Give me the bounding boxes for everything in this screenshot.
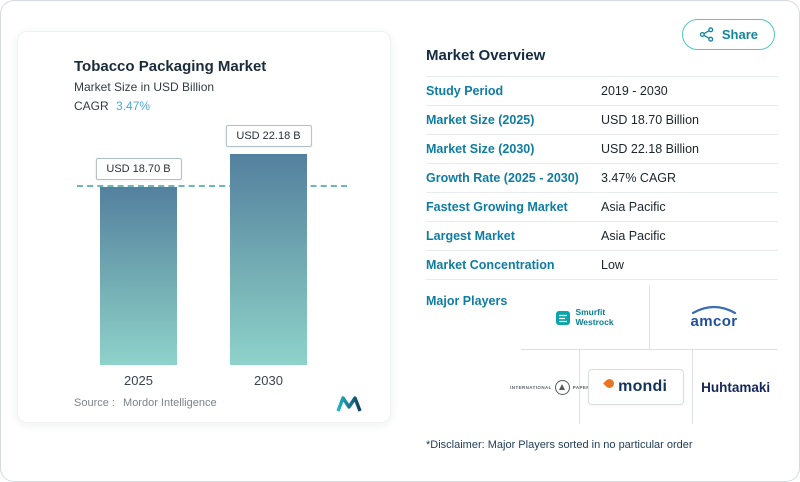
overview-row-value: 2019 - 2030	[601, 84, 668, 98]
bar-value-label-2025: USD 18.70 B	[95, 158, 182, 180]
mondi-wordmark: mondi	[618, 378, 668, 395]
international-paper-icon	[554, 379, 570, 395]
overview-row-largest-market: Largest Market Asia Pacific	[426, 222, 778, 251]
disclaimer-text: *Disclaimer: Major Players sorted in no …	[426, 439, 693, 451]
share-button-label: Share	[721, 27, 758, 42]
overview-table: Study Period 2019 - 2030 Market Size (20…	[426, 76, 778, 280]
player-cell: Smurfit Westrock	[521, 286, 650, 349]
overview-row-label: Largest Market	[426, 229, 515, 243]
overview-row-fastest-growing-market: Fastest Growing Market Asia Pacific	[426, 193, 778, 222]
overview-row-study-period: Study Period 2019 - 2030	[426, 76, 778, 106]
overview-row-value: Low	[601, 258, 624, 272]
share-button[interactable]: Share	[681, 19, 775, 50]
overview-row-value: USD 18.70 Billion	[601, 113, 699, 127]
cagr-value: 3.47%	[116, 99, 151, 113]
chart-cagr: CAGR 3.47%	[74, 99, 366, 113]
overview-row-value: USD 22.18 Billion	[601, 142, 699, 156]
source-label: Source :	[74, 397, 115, 409]
player-cell: amcor	[650, 286, 778, 349]
chart-subtitle: Market Size in USD Billion	[74, 80, 215, 94]
share-icon	[699, 27, 714, 42]
reference-line	[77, 185, 347, 187]
major-players-section: Major Players Smurfit Westrock	[426, 286, 778, 424]
overview-row-label: Study Period	[426, 84, 504, 98]
ip-word-international: INTERNATIONAL	[510, 384, 552, 390]
overview-row-label: Market Concentration	[426, 258, 555, 272]
bar-value-label-2030: USD 22.18 B	[225, 125, 312, 147]
source-name: Mordor Intelligence	[123, 397, 217, 409]
overview-title: Market Overview	[426, 47, 546, 64]
amcor-wordmark: amcor	[690, 313, 738, 330]
chart-card-header: Tobacco Packaging Market Market Size in …	[18, 32, 390, 113]
overview-row-market-concentration: Market Concentration Low	[426, 251, 778, 280]
amcor-swoosh-icon	[691, 305, 737, 314]
chart-card: Tobacco Packaging Market Market Size in …	[17, 31, 391, 423]
overview-row-label: Market Size (2030)	[426, 142, 535, 156]
huhtamaki-logo: Huhtamaki	[701, 379, 771, 395]
major-players-grid: Smurfit Westrock amcor	[510, 286, 778, 424]
market-overview: Market Overview Study Period 2019 - 2030…	[426, 47, 778, 451]
smurfit-westrock-icon	[556, 310, 571, 325]
x-axis-label-2030: 2030	[254, 373, 283, 388]
bar-2030	[230, 154, 307, 365]
overview-row-label: Market Size (2025)	[426, 113, 535, 127]
international-paper-logo: INTERNATIONAL PAPER	[510, 379, 590, 395]
overview-row-growth-rate: Growth Rate (2025 - 2030) 3.47% CAGR	[426, 164, 778, 193]
player-cell: INTERNATIONAL PAPER	[510, 350, 590, 424]
x-axis-label-2025: 2025	[124, 373, 153, 388]
amcor-logo: amcor	[690, 305, 737, 330]
ip-word-paper: PAPER	[572, 384, 590, 390]
bar-chart: USD 18.70 B USD 22.18 B	[18, 125, 390, 365]
chart-title: Tobacco Packaging Market	[74, 58, 267, 75]
bar-2025	[100, 187, 177, 365]
cagr-label: CAGR	[74, 99, 109, 113]
mordor-intelligence-logo	[336, 396, 362, 412]
player-cell: mondi	[580, 350, 694, 424]
smurfit-line2: Westrock	[575, 316, 614, 327]
overview-row-value: Asia Pacific	[601, 229, 666, 243]
overview-row-value: Asia Pacific	[601, 200, 666, 214]
overview-row-value: 3.47% CAGR	[601, 171, 677, 185]
major-players-label: Major Players	[426, 294, 508, 308]
overview-row-label: Growth Rate (2025 - 2030)	[426, 171, 579, 185]
player-cell: Huhtamaki	[693, 350, 778, 424]
overview-row-label: Fastest Growing Market	[426, 200, 568, 214]
mondi-logo: mondi	[588, 369, 685, 405]
overview-row-market-size-2025: Market Size (2025) USD 18.70 Billion	[426, 106, 778, 135]
overview-row-market-size-2030: Market Size (2030) USD 22.18 Billion	[426, 135, 778, 164]
chart-source: Source : Mordor Intelligence	[74, 397, 217, 409]
smurfit-westrock-logo: Smurfit Westrock	[556, 307, 614, 327]
mondi-flame-icon	[603, 376, 617, 390]
smurfit-line1: Smurfit	[575, 307, 606, 318]
